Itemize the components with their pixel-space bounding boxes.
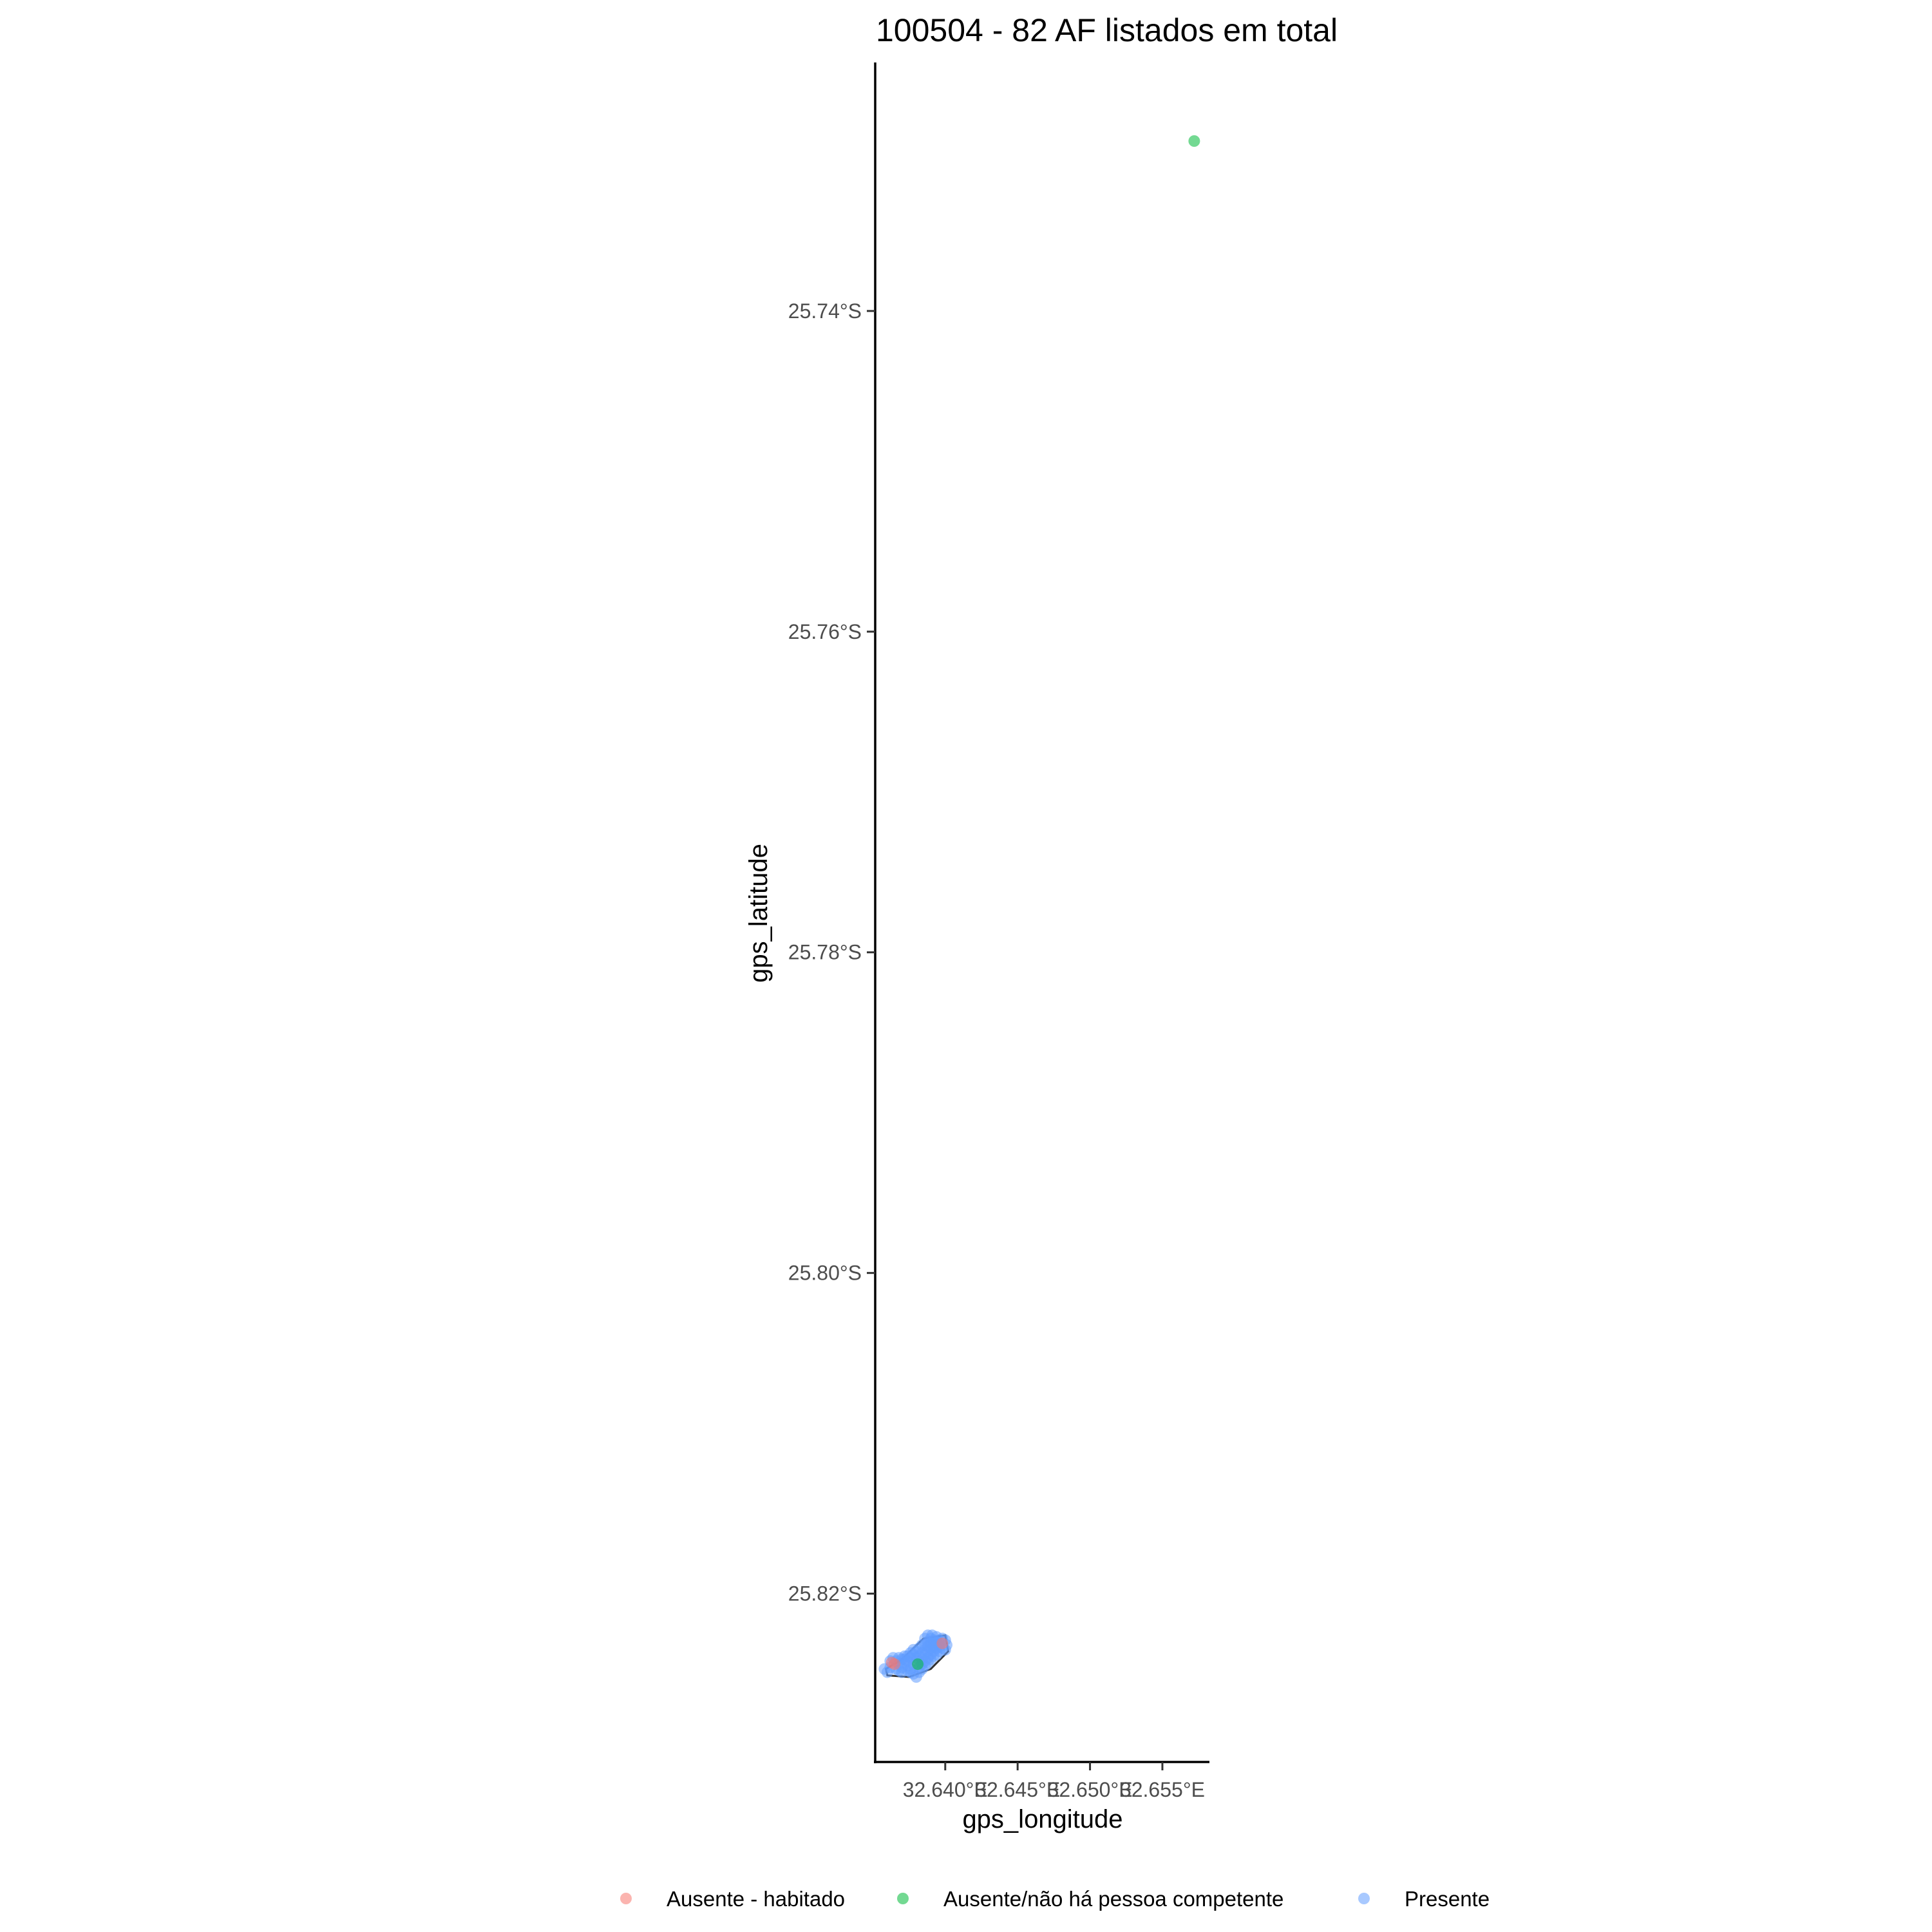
legend-item: Ausente/não há pessoa competente [897,1887,1283,1911]
y-axis-title: gps_latitude [744,844,773,983]
data-point [936,1637,949,1649]
y-tick-label: 25.80°S [788,1262,862,1285]
legend-label: Presente [1405,1887,1490,1911]
x-tick-label: 32.650°E [1048,1778,1133,1801]
data-point [912,1658,924,1671]
chart-title: 100504 - 82 AF listados em total [876,12,1338,48]
legend-item: Ausente - habitado [620,1887,845,1911]
y-tick-label: 25.82°S [788,1582,862,1605]
x-tick-label: 32.645°E [975,1778,1060,1801]
legend-key [1358,1893,1370,1904]
y-tick-label: 25.78°S [788,941,862,964]
legend-label: Ausente - habitado [667,1887,845,1911]
x-tick-label: 32.655°E [1120,1778,1205,1801]
legend-key [897,1893,909,1904]
legend-label: Ausente/não há pessoa competente [943,1887,1283,1911]
x-tick-label: 32.640°E [903,1778,988,1801]
legend: Ausente - habitado Ausente/não há pessoa … [620,1887,1490,1911]
data-point [1188,135,1200,147]
y-ticks: 25.74°S 25.76°S 25.78°S 25.80°S 25.82°S [788,299,875,1605]
data-point [919,1639,931,1651]
data-point [927,1650,940,1662]
x-axis-title: gps_longitude [962,1805,1122,1833]
data-point [926,1629,938,1642]
data-points [878,135,1200,1683]
legend-key [620,1893,632,1904]
y-axis: 25.74°S 25.76°S 25.78°S 25.80°S 25.82°S [788,62,876,1763]
data-point [898,1653,911,1665]
plot-area [878,135,1200,1683]
data-point [889,1658,901,1671]
y-tick-label: 25.76°S [788,620,862,643]
x-axis: 32.640°E32.645°E32.650°E32.655°E [874,1761,1209,1801]
legend-item: Presente [1358,1887,1490,1911]
y-tick-label: 25.74°S [788,299,862,323]
x-ticks: 32.640°E32.645°E32.650°E32.655°E [903,1762,1205,1801]
